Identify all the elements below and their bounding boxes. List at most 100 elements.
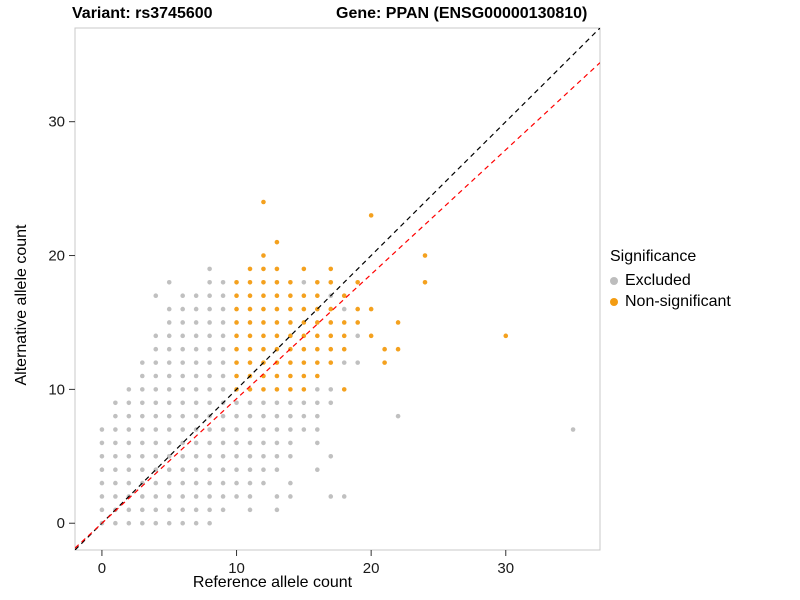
data-point	[328, 346, 334, 352]
excluded-dot-icon	[610, 277, 618, 285]
data-point	[234, 400, 239, 406]
data-point	[261, 306, 266, 312]
y-tick-label: 10	[48, 381, 65, 398]
x-tick-label: 30	[497, 560, 514, 577]
data-point	[99, 507, 105, 513]
data-point	[328, 280, 334, 285]
data-point	[395, 346, 401, 352]
series-non-significant	[234, 199, 509, 392]
data-point	[234, 280, 239, 285]
non-significant-dot-icon	[610, 298, 618, 306]
data-point	[301, 280, 307, 285]
data-point	[274, 293, 280, 298]
data-point	[274, 266, 280, 272]
data-point	[341, 293, 347, 298]
data-point	[355, 360, 360, 365]
data-point	[180, 467, 185, 472]
data-point	[166, 467, 172, 472]
data-point	[153, 387, 159, 392]
data-point	[234, 346, 239, 352]
data-point	[220, 440, 226, 446]
data-point	[395, 320, 401, 325]
data-point	[180, 387, 185, 392]
data-point	[207, 467, 212, 472]
data-point	[126, 467, 132, 472]
data-point	[180, 320, 185, 325]
data-point	[261, 387, 266, 392]
data-point	[247, 360, 253, 365]
data-point	[207, 280, 212, 285]
data-point	[288, 494, 293, 499]
data-point	[140, 413, 145, 419]
chart-title-gene: Gene: PPAN (ENSG00000130810)	[336, 5, 588, 22]
data-point	[301, 306, 307, 312]
data-point	[301, 427, 307, 432]
data-point	[140, 373, 145, 379]
data-point	[247, 320, 253, 325]
data-point	[113, 440, 118, 446]
data-point	[234, 480, 239, 486]
data-point	[261, 346, 266, 352]
data-point	[220, 467, 226, 472]
data-point	[341, 333, 347, 339]
fit-line	[75, 62, 600, 549]
data-point	[193, 440, 199, 446]
data-point	[301, 413, 307, 419]
data-point	[166, 494, 172, 499]
data-point	[153, 400, 159, 406]
data-point	[234, 373, 239, 379]
data-point	[207, 440, 212, 446]
data-point	[355, 280, 360, 285]
x-tick-label: 10	[228, 560, 245, 577]
data-point	[328, 400, 334, 406]
data-point	[234, 427, 239, 432]
data-point	[274, 507, 280, 513]
data-point	[395, 413, 401, 419]
data-point	[274, 427, 280, 432]
y-tick-label: 30	[48, 114, 65, 131]
data-point	[301, 400, 307, 406]
data-point	[207, 306, 212, 312]
data-point	[166, 413, 172, 419]
data-point	[234, 454, 239, 459]
data-point	[166, 520, 172, 526]
data-point	[180, 480, 185, 486]
data-point	[288, 280, 293, 285]
data-point	[113, 467, 118, 472]
data-point	[180, 507, 185, 513]
identity-line	[75, 28, 600, 550]
data-point	[261, 293, 266, 298]
data-point	[99, 480, 105, 486]
data-point	[315, 320, 320, 325]
data-point	[207, 320, 212, 325]
data-point	[140, 494, 145, 499]
data-point	[207, 387, 212, 392]
data-point	[315, 387, 320, 392]
data-point	[220, 346, 226, 352]
data-point	[247, 346, 253, 352]
data-point	[193, 413, 199, 419]
data-point	[140, 467, 145, 472]
data-point	[261, 467, 266, 472]
data-point	[288, 427, 293, 432]
data-point	[180, 454, 185, 459]
data-point	[261, 480, 266, 486]
reference-lines	[75, 28, 600, 550]
data-point	[368, 306, 374, 312]
data-point	[220, 494, 226, 499]
data-point	[261, 440, 266, 446]
data-point	[328, 360, 334, 365]
data-point	[193, 520, 199, 526]
data-point	[247, 480, 253, 486]
data-point	[301, 373, 307, 379]
data-point	[153, 440, 159, 446]
legend-item-non-significant: Non-significant	[610, 293, 731, 311]
x-tick-label: 20	[363, 560, 380, 577]
data-point	[328, 266, 334, 272]
data-point	[207, 480, 212, 486]
data-point	[328, 333, 334, 339]
data-point	[166, 373, 172, 379]
data-point	[274, 280, 280, 285]
data-point	[315, 280, 320, 285]
data-point	[193, 293, 199, 298]
